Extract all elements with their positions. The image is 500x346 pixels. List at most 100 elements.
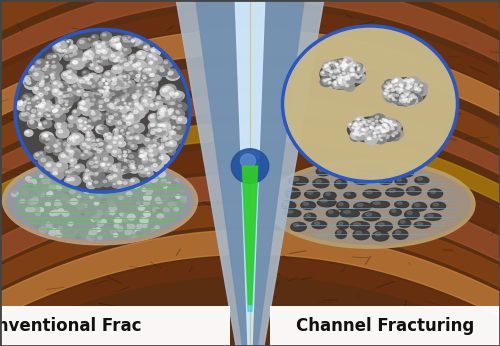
Ellipse shape: [30, 69, 33, 71]
Ellipse shape: [98, 75, 101, 77]
Ellipse shape: [56, 95, 69, 106]
Ellipse shape: [362, 128, 370, 134]
Ellipse shape: [120, 87, 124, 89]
Ellipse shape: [339, 203, 343, 206]
Ellipse shape: [122, 149, 131, 157]
Ellipse shape: [322, 62, 333, 70]
Ellipse shape: [136, 39, 149, 48]
Ellipse shape: [388, 84, 400, 92]
Ellipse shape: [120, 114, 130, 120]
Ellipse shape: [376, 133, 387, 142]
Ellipse shape: [394, 94, 397, 96]
Ellipse shape: [38, 82, 46, 88]
Ellipse shape: [174, 91, 182, 97]
Ellipse shape: [368, 125, 378, 133]
Ellipse shape: [112, 166, 124, 176]
Ellipse shape: [364, 130, 366, 131]
Ellipse shape: [96, 67, 98, 69]
Ellipse shape: [144, 45, 150, 50]
Ellipse shape: [172, 126, 176, 128]
Ellipse shape: [112, 57, 124, 66]
Ellipse shape: [44, 107, 52, 113]
Ellipse shape: [33, 207, 40, 212]
Ellipse shape: [349, 74, 352, 76]
Ellipse shape: [81, 154, 84, 156]
Ellipse shape: [174, 179, 179, 182]
Ellipse shape: [173, 91, 184, 100]
Ellipse shape: [344, 79, 347, 80]
Ellipse shape: [140, 79, 147, 85]
Ellipse shape: [344, 74, 356, 83]
Ellipse shape: [156, 210, 163, 215]
Ellipse shape: [392, 130, 404, 138]
Ellipse shape: [101, 199, 106, 203]
Ellipse shape: [70, 76, 78, 82]
Ellipse shape: [434, 203, 438, 206]
Ellipse shape: [119, 136, 122, 137]
Ellipse shape: [50, 105, 56, 110]
Ellipse shape: [98, 45, 101, 48]
Ellipse shape: [145, 169, 148, 171]
Ellipse shape: [104, 134, 118, 144]
Ellipse shape: [318, 168, 324, 171]
Ellipse shape: [121, 152, 133, 162]
Ellipse shape: [108, 164, 110, 165]
Ellipse shape: [142, 159, 144, 160]
Ellipse shape: [49, 75, 60, 83]
Ellipse shape: [394, 89, 404, 96]
Ellipse shape: [84, 77, 87, 79]
Ellipse shape: [395, 83, 403, 89]
Ellipse shape: [44, 134, 48, 137]
Ellipse shape: [348, 64, 352, 66]
Ellipse shape: [356, 134, 359, 135]
Ellipse shape: [304, 202, 308, 205]
Ellipse shape: [134, 181, 141, 187]
Ellipse shape: [57, 142, 64, 147]
Ellipse shape: [114, 137, 118, 139]
Ellipse shape: [129, 57, 136, 63]
Ellipse shape: [65, 101, 68, 103]
Ellipse shape: [338, 71, 340, 72]
Ellipse shape: [102, 91, 112, 99]
Ellipse shape: [358, 122, 362, 124]
Ellipse shape: [156, 95, 166, 103]
Ellipse shape: [126, 187, 131, 191]
Ellipse shape: [69, 70, 72, 72]
Ellipse shape: [407, 94, 416, 101]
Ellipse shape: [38, 123, 46, 129]
Ellipse shape: [375, 121, 378, 123]
Ellipse shape: [382, 118, 394, 126]
Ellipse shape: [402, 97, 413, 105]
Ellipse shape: [106, 48, 108, 51]
Ellipse shape: [378, 135, 382, 137]
Ellipse shape: [326, 65, 329, 67]
Ellipse shape: [335, 85, 336, 86]
Ellipse shape: [102, 56, 106, 60]
Ellipse shape: [86, 79, 89, 81]
Ellipse shape: [106, 113, 108, 115]
Ellipse shape: [164, 185, 167, 188]
Ellipse shape: [96, 80, 108, 89]
Ellipse shape: [150, 73, 155, 76]
Ellipse shape: [384, 78, 426, 106]
Ellipse shape: [30, 120, 34, 123]
Ellipse shape: [54, 109, 58, 111]
Ellipse shape: [86, 145, 90, 148]
Ellipse shape: [170, 92, 174, 95]
Ellipse shape: [146, 52, 148, 54]
Polygon shape: [0, 123, 500, 202]
Ellipse shape: [114, 105, 123, 112]
Ellipse shape: [170, 71, 173, 74]
Ellipse shape: [113, 44, 117, 46]
Ellipse shape: [410, 79, 413, 81]
Ellipse shape: [46, 202, 51, 206]
Ellipse shape: [46, 146, 50, 149]
Ellipse shape: [122, 55, 124, 57]
Ellipse shape: [130, 37, 140, 46]
Ellipse shape: [371, 138, 376, 142]
Ellipse shape: [114, 42, 128, 52]
Ellipse shape: [106, 163, 113, 168]
Ellipse shape: [55, 162, 68, 172]
Ellipse shape: [326, 210, 339, 217]
Ellipse shape: [98, 82, 102, 84]
